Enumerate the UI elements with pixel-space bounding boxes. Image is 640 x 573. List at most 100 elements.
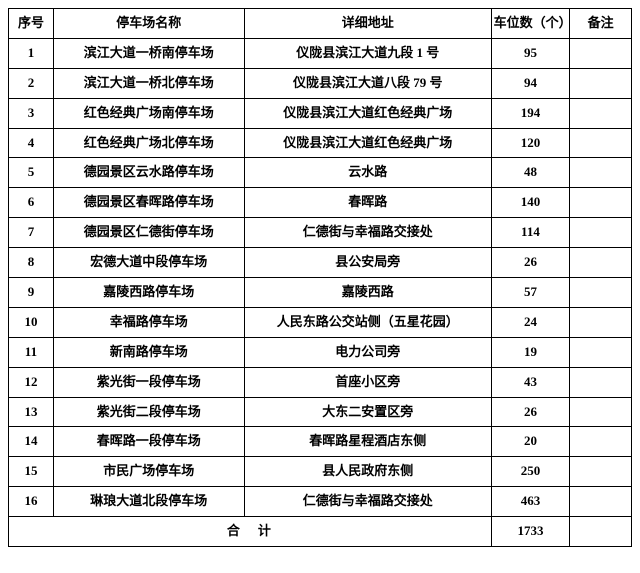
table-row: 12紫光街一段停车场首座小区旁43 [9, 367, 632, 397]
cell-count: 120 [491, 128, 570, 158]
cell-idx: 12 [9, 367, 54, 397]
col-header-note: 备注 [570, 9, 632, 39]
cell-addr: 仪陇县滨江大道红色经典广场 [244, 128, 491, 158]
cell-name: 琳琅大道北段停车场 [53, 487, 244, 517]
cell-name: 红色经典广场北停车场 [53, 128, 244, 158]
cell-addr: 云水路 [244, 158, 491, 188]
table-row: 13紫光街二段停车场大东二安置区旁26 [9, 397, 632, 427]
parking-table: 序号 停车场名称 详细地址 车位数（个） 备注 1滨江大道一桥南停车场仪陇县滨江… [8, 8, 632, 547]
cell-idx: 13 [9, 397, 54, 427]
col-header-name: 停车场名称 [53, 9, 244, 39]
cell-name: 德园景区仁德街停车场 [53, 218, 244, 248]
cell-count: 114 [491, 218, 570, 248]
cell-count: 140 [491, 188, 570, 218]
cell-note [570, 487, 632, 517]
table-row: 2滨江大道一桥北停车场仪陇县滨江大道八段 79 号94 [9, 68, 632, 98]
cell-count: 26 [491, 248, 570, 278]
cell-count: 463 [491, 487, 570, 517]
table-row: 8宏德大道中段停车场县公安局旁26 [9, 248, 632, 278]
cell-idx: 9 [9, 278, 54, 308]
cell-note [570, 457, 632, 487]
cell-name: 幸福路停车场 [53, 307, 244, 337]
table-row: 5德园景区云水路停车场云水路48 [9, 158, 632, 188]
table-row: 10幸福路停车场人民东路公交站侧（五星花园）24 [9, 307, 632, 337]
cell-note [570, 397, 632, 427]
cell-idx: 3 [9, 98, 54, 128]
cell-note [570, 337, 632, 367]
cell-name: 紫光街一段停车场 [53, 367, 244, 397]
cell-note [570, 278, 632, 308]
cell-addr: 嘉陵西路 [244, 278, 491, 308]
cell-addr: 仪陇县滨江大道九段 1 号 [244, 38, 491, 68]
cell-addr: 仁德街与幸福路交接处 [244, 218, 491, 248]
cell-name: 德园景区云水路停车场 [53, 158, 244, 188]
table-row: 11新南路停车场电力公司旁19 [9, 337, 632, 367]
total-value: 1733 [491, 517, 570, 547]
total-label: 合计 [9, 517, 492, 547]
cell-note [570, 68, 632, 98]
total-note [570, 517, 632, 547]
cell-note [570, 307, 632, 337]
cell-idx: 1 [9, 38, 54, 68]
cell-name: 滨江大道一桥北停车场 [53, 68, 244, 98]
cell-count: 194 [491, 98, 570, 128]
cell-addr: 首座小区旁 [244, 367, 491, 397]
cell-count: 48 [491, 158, 570, 188]
cell-name: 红色经典广场南停车场 [53, 98, 244, 128]
cell-addr: 县公安局旁 [244, 248, 491, 278]
table-row: 15市民广场停车场县人民政府东侧250 [9, 457, 632, 487]
cell-count: 26 [491, 397, 570, 427]
cell-idx: 15 [9, 457, 54, 487]
cell-note [570, 427, 632, 457]
cell-name: 春晖路一段停车场 [53, 427, 244, 457]
cell-note [570, 98, 632, 128]
cell-idx: 11 [9, 337, 54, 367]
cell-note [570, 218, 632, 248]
table-row: 7德园景区仁德街停车场仁德街与幸福路交接处114 [9, 218, 632, 248]
cell-idx: 10 [9, 307, 54, 337]
table-row: 9嘉陵西路停车场嘉陵西路57 [9, 278, 632, 308]
cell-name: 新南路停车场 [53, 337, 244, 367]
cell-note [570, 38, 632, 68]
cell-note [570, 128, 632, 158]
cell-idx: 8 [9, 248, 54, 278]
cell-idx: 4 [9, 128, 54, 158]
cell-idx: 2 [9, 68, 54, 98]
cell-name: 市民广场停车场 [53, 457, 244, 487]
col-header-idx: 序号 [9, 9, 54, 39]
cell-note [570, 248, 632, 278]
cell-name: 嘉陵西路停车场 [53, 278, 244, 308]
cell-count: 250 [491, 457, 570, 487]
cell-addr: 春晖路星程酒店东侧 [244, 427, 491, 457]
cell-idx: 14 [9, 427, 54, 457]
table-row: 4红色经典广场北停车场仪陇县滨江大道红色经典广场120 [9, 128, 632, 158]
table-row: 3红色经典广场南停车场仪陇县滨江大道红色经典广场194 [9, 98, 632, 128]
cell-addr: 仪陇县滨江大道八段 79 号 [244, 68, 491, 98]
cell-name: 宏德大道中段停车场 [53, 248, 244, 278]
cell-addr: 大东二安置区旁 [244, 397, 491, 427]
cell-count: 19 [491, 337, 570, 367]
cell-addr: 县人民政府东侧 [244, 457, 491, 487]
cell-addr: 电力公司旁 [244, 337, 491, 367]
col-header-addr: 详细地址 [244, 9, 491, 39]
cell-idx: 5 [9, 158, 54, 188]
cell-name: 紫光街二段停车场 [53, 397, 244, 427]
cell-idx: 6 [9, 188, 54, 218]
table-row: 6德园景区春晖路停车场春晖路140 [9, 188, 632, 218]
cell-name: 德园景区春晖路停车场 [53, 188, 244, 218]
table-total-row: 合计 1733 [9, 517, 632, 547]
table-row: 1滨江大道一桥南停车场仪陇县滨江大道九段 1 号95 [9, 38, 632, 68]
cell-count: 20 [491, 427, 570, 457]
cell-addr: 春晖路 [244, 188, 491, 218]
table-row: 14春晖路一段停车场春晖路星程酒店东侧20 [9, 427, 632, 457]
cell-count: 94 [491, 68, 570, 98]
table-row: 16琳琅大道北段停车场仁德街与幸福路交接处463 [9, 487, 632, 517]
cell-addr: 仪陇县滨江大道红色经典广场 [244, 98, 491, 128]
cell-name: 滨江大道一桥南停车场 [53, 38, 244, 68]
cell-addr: 仁德街与幸福路交接处 [244, 487, 491, 517]
cell-idx: 16 [9, 487, 54, 517]
col-header-count: 车位数（个） [491, 9, 570, 39]
cell-note [570, 158, 632, 188]
cell-note [570, 367, 632, 397]
cell-idx: 7 [9, 218, 54, 248]
